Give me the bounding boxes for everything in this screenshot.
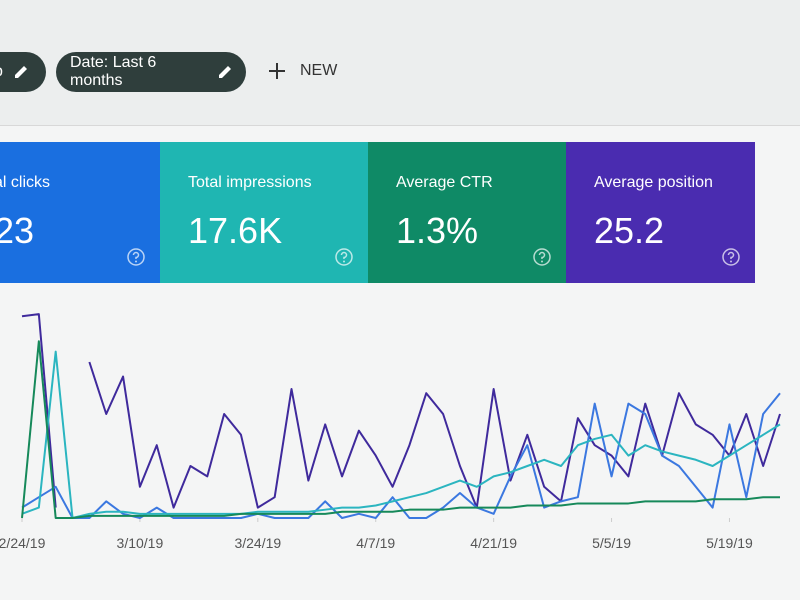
- metric-label: Average position: [594, 174, 713, 191]
- performance-chart: 2/24/19 3/10/19 3/24/19 4/7/19 4/21/19 5/5/19…: [0, 313, 781, 551]
- date-chip[interactable]: Date: Last 6 months: [56, 52, 246, 92]
- metric-value: 23: [0, 210, 35, 251]
- x-tick-label: 4/7/19: [356, 535, 395, 551]
- series-line: [21, 313, 781, 509]
- new-button[interactable]: NEW: [268, 62, 337, 80]
- new-label: NEW: [300, 62, 338, 79]
- metric-value: 25.2: [594, 210, 665, 251]
- edit-icon: [218, 66, 231, 78]
- help-icon[interactable]: [721, 247, 741, 267]
- filter-chip[interactable]: b: [0, 52, 46, 92]
- plus-icon: [269, 63, 285, 79]
- metric-label: Total impressions: [188, 174, 312, 191]
- series-line: [21, 340, 780, 519]
- metric-value: 1.3%: [396, 210, 479, 251]
- metric-card[interactable]: Average position 25.2: [566, 142, 755, 283]
- chip-label: Date: Last 6 months: [70, 54, 157, 89]
- edit-icon: [14, 66, 27, 78]
- x-tick-label: 3/10/19: [117, 535, 164, 551]
- x-tick-label: 4/21/19: [470, 535, 517, 551]
- series-line: [21, 350, 781, 519]
- help-icon[interactable]: [532, 247, 552, 267]
- x-tick-label: 5/5/19: [592, 535, 631, 551]
- metric-label: al clicks: [0, 174, 51, 191]
- series-line: [21, 392, 781, 519]
- metric-card[interactable]: Average CTR 1.3%: [368, 142, 566, 283]
- chip-label: b: [0, 63, 3, 81]
- metric-value: 17.6K: [188, 210, 283, 251]
- help-icon[interactable]: [126, 247, 146, 267]
- metric-label: Average CTR: [396, 174, 493, 191]
- x-tick-label: 2/24/19: [0, 535, 46, 551]
- toolbar: b Date: Last 6 months NEW: [0, 0, 800, 126]
- metric-card[interactable]: Total impressions 17.6K: [160, 142, 368, 283]
- x-tick-label: 5/19/19: [706, 535, 753, 551]
- metric-card[interactable]: al clicks 23: [0, 142, 160, 283]
- help-icon[interactable]: [334, 247, 354, 267]
- x-tick-label: 3/24/19: [234, 535, 281, 551]
